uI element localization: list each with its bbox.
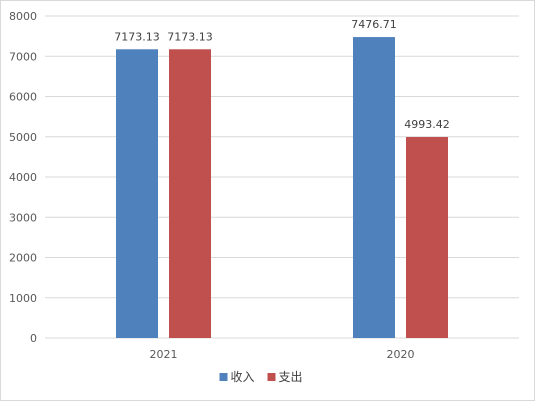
data-label: 7173.13: [167, 30, 213, 43]
y-tick-label: 3000: [9, 211, 37, 224]
y-tick-label: 1000: [9, 292, 37, 305]
y-tick-label: 8000: [9, 10, 37, 23]
legend: 收入 支出: [219, 370, 303, 384]
data-label: 4993.42: [404, 118, 450, 131]
data-label: 7173.13: [114, 30, 160, 43]
x-axis-tick-labels: 2021 2020: [150, 348, 415, 361]
x-tick-label: 2020: [387, 348, 415, 361]
y-tick-label: 7000: [9, 50, 37, 63]
x-tick-label: 2021: [150, 348, 178, 361]
legend-label: 收入: [231, 370, 255, 384]
legend-swatch: [267, 373, 276, 381]
bar-income-2021: [116, 49, 158, 338]
legend-label: 支出: [279, 370, 303, 384]
legend-swatch: [219, 373, 228, 381]
y-tick-label: 6000: [9, 91, 37, 104]
data-labels: 7173.13 7173.13 7476.71 4993.42: [114, 18, 450, 131]
y-tick-label: 5000: [9, 131, 37, 144]
bar-expense-2020: [406, 137, 448, 338]
y-tick-label: 2000: [9, 252, 37, 265]
data-label: 7476.71: [351, 18, 397, 31]
bar-income-2020: [353, 37, 395, 338]
bar-expense-2021: [169, 49, 211, 338]
bars: [116, 37, 448, 338]
y-tick-label: 0: [30, 332, 37, 345]
y-tick-label: 4000: [9, 171, 37, 184]
y-axis-tick-labels: 0 1000 2000 3000 4000 5000 6000 7000 8000: [9, 10, 37, 345]
